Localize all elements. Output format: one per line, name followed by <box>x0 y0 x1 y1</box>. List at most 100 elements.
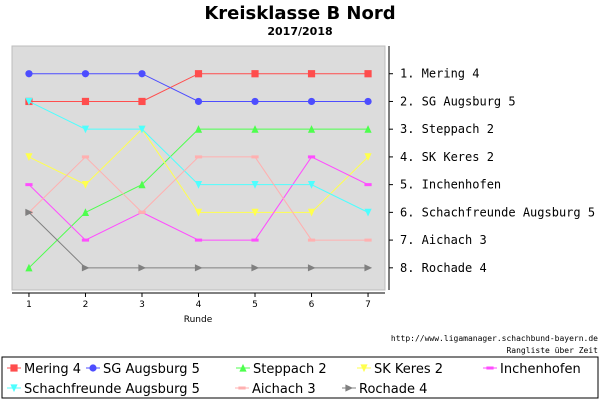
legend-label: SG Augsburg 5 <box>103 362 200 377</box>
data-point <box>251 155 259 159</box>
data-point <box>194 97 203 106</box>
data-point <box>194 70 203 78</box>
data-point <box>307 97 316 106</box>
legend-marker <box>10 384 18 393</box>
data-point <box>307 208 316 217</box>
data-point <box>251 125 259 133</box>
legend: Mering 4 SG Augsburg 5 Steppach 2 SK Keres … <box>7 362 581 397</box>
legend-marker <box>360 364 368 373</box>
x-tick-label: 1 <box>26 300 32 310</box>
data-point <box>364 183 372 187</box>
data-point <box>307 264 316 272</box>
data-point <box>307 181 316 189</box>
legend-item: Mering 4 <box>7 362 81 377</box>
x-tick-label: 7 <box>365 300 371 310</box>
data-point <box>138 97 146 106</box>
data-point <box>138 210 146 214</box>
data-point <box>251 181 259 189</box>
data-point <box>364 264 373 272</box>
legend-marker <box>345 384 354 392</box>
legend-box <box>1 356 599 399</box>
x-axis-label: Runde <box>184 315 213 325</box>
data-point <box>194 125 203 133</box>
x-tick-label: 5 <box>252 300 258 310</box>
legend-marker <box>10 364 18 372</box>
data-point <box>138 70 146 78</box>
legend-item: SG Augsburg 5 <box>86 362 200 377</box>
rank-labels: 1. Mering 4 2. SG Augsburg 5 3. Steppach 2… <box>389 67 595 275</box>
data-point <box>251 97 259 106</box>
data-point <box>251 238 259 242</box>
x-tick-label: 3 <box>139 300 145 310</box>
data-point <box>81 208 90 216</box>
data-point <box>251 264 260 272</box>
rank-label: 7. Aichach 3 <box>400 233 487 247</box>
data-point <box>138 180 146 189</box>
data-point <box>25 153 33 162</box>
rank-label: 4. SK Keres 2 <box>400 150 494 164</box>
legend-item: Rochade 4 <box>342 382 427 397</box>
footer-url: http://www.ligamanager.schachbund-bayern… <box>391 334 598 343</box>
plot-area <box>11 45 386 291</box>
data-point <box>25 97 33 106</box>
x-tick-label: 6 <box>309 300 315 310</box>
legend-item: Inchenhofen <box>483 362 581 377</box>
data-point <box>307 155 316 159</box>
data-point <box>307 238 316 242</box>
data-point <box>81 97 90 106</box>
data-point <box>138 125 146 134</box>
legend-label: Steppach 2 <box>253 362 327 377</box>
legend-label: Rochade 4 <box>359 382 427 397</box>
legend-label: Aichach 3 <box>252 382 316 397</box>
legend-label: Schachfreunde Augsburg 5 <box>24 382 200 397</box>
chart-subtitle: 2017/2018 <box>267 25 332 38</box>
series-5 <box>25 97 372 217</box>
series-2 <box>25 125 372 272</box>
footer-caption: Rangliste über Zeit <box>506 346 598 355</box>
data-point <box>81 155 90 159</box>
rank-label: 8. Rochade 4 <box>400 261 487 275</box>
data-point <box>307 125 316 133</box>
legend-item: SK Keres 2 <box>357 362 443 377</box>
data-point <box>194 238 203 242</box>
legend-marker <box>238 386 246 390</box>
data-point <box>81 181 90 189</box>
data-point <box>194 155 203 159</box>
rank-label: 1. Mering 4 <box>400 67 479 81</box>
data-point <box>25 183 33 187</box>
x-ticks: 1 2 3 4 5 6 7 <box>26 293 371 310</box>
data-point <box>364 125 372 133</box>
legend-item: Aichach 3 <box>235 382 316 397</box>
data-point <box>364 70 372 78</box>
data-point <box>364 238 372 242</box>
data-point <box>194 208 203 217</box>
x-tick-label: 2 <box>83 300 89 310</box>
data-point <box>251 70 259 78</box>
data-point <box>364 97 372 106</box>
legend-label: Mering 4 <box>24 362 81 377</box>
legend-marker <box>89 364 97 372</box>
data-point <box>25 70 33 78</box>
data-point <box>364 208 372 217</box>
legend-marker <box>486 366 494 370</box>
legend-item: Steppach 2 <box>236 362 327 377</box>
legend-label: Inchenhofen <box>500 362 581 377</box>
series-7 <box>25 208 373 272</box>
rank-label: 5. Inchenhofen <box>400 178 501 192</box>
data-point <box>81 238 90 242</box>
legend-marker <box>239 363 247 372</box>
data-point <box>194 181 203 189</box>
data-point <box>138 264 147 272</box>
legend-item: Schachfreunde Augsburg 5 <box>7 382 200 397</box>
data-point <box>251 208 259 217</box>
data-point <box>25 208 34 216</box>
rank-label: 2. SG Augsburg 5 <box>400 94 516 108</box>
chart-title: Kreisklasse B Nord <box>204 3 395 24</box>
rank-label: 3. Steppach 2 <box>400 122 494 136</box>
data-point <box>364 153 372 162</box>
data-point <box>194 264 203 272</box>
legend-label: SK Keres 2 <box>374 362 443 377</box>
data-point <box>307 70 316 78</box>
x-tick-label: 4 <box>196 300 202 310</box>
